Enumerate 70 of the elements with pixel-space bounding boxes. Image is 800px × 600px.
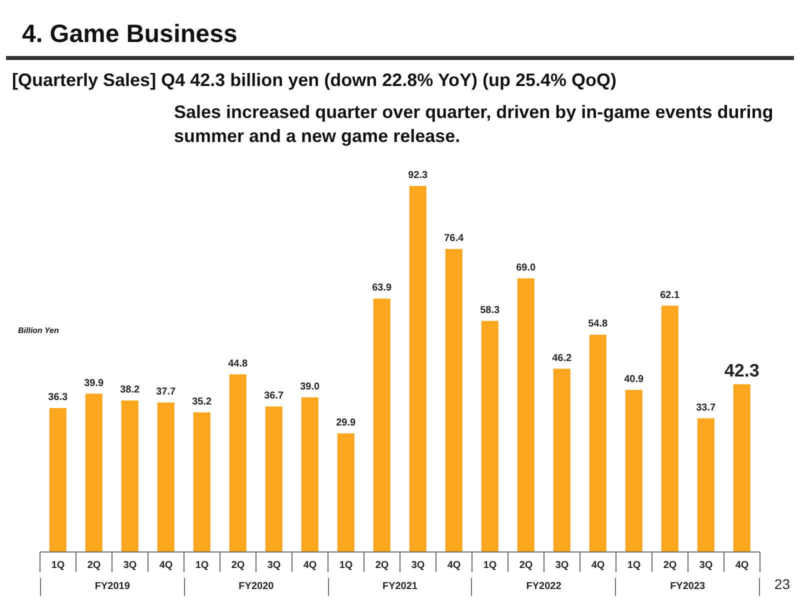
- bar: [229, 374, 246, 552]
- bar: [337, 433, 354, 552]
- x-tick-label: 2Q: [375, 560, 389, 571]
- x-tick-label: 3Q: [411, 560, 425, 571]
- x-tick-label: 3Q: [267, 560, 281, 571]
- x-tick-label: 4Q: [159, 560, 173, 571]
- data-label: 44.8: [228, 358, 248, 370]
- bar: [733, 384, 750, 552]
- x-tick-label: 4Q: [303, 560, 317, 571]
- bar: [589, 334, 606, 552]
- x-tick-label: 4Q: [735, 560, 749, 571]
- data-label: 62.1: [660, 290, 680, 301]
- x-tick-label: 2Q: [519, 560, 533, 571]
- bar: [445, 249, 462, 552]
- text: FY2020: [184, 578, 328, 596]
- x-tick-label: 3Q: [699, 560, 713, 571]
- bar: [265, 406, 282, 552]
- bar: [301, 397, 318, 552]
- x-tick-label: 2Q: [663, 560, 677, 571]
- bar: [625, 390, 642, 552]
- data-label: 63.9: [372, 282, 392, 294]
- x-tick-label: 4Q: [447, 560, 461, 571]
- bar: [49, 408, 66, 552]
- data-label: 38.2: [120, 384, 140, 396]
- data-label: 29.9: [336, 417, 356, 428]
- bar: [517, 278, 534, 552]
- bar: [157, 402, 174, 552]
- x-tick-label: 2Q: [231, 560, 245, 571]
- text: FY2023: [615, 578, 760, 596]
- x-tick-label: 1Q: [195, 560, 209, 571]
- bar: [661, 306, 678, 552]
- data-label: 39.9: [84, 378, 104, 389]
- bar: [373, 298, 390, 552]
- bar: [409, 186, 426, 552]
- data-label: 33.7: [696, 402, 716, 414]
- text: FY2022: [471, 578, 616, 596]
- text: FY2021: [328, 578, 472, 596]
- bar: [121, 400, 138, 552]
- x-tick-label: 2Q: [87, 560, 101, 571]
- chart-subtitle: [Quarterly Sales] Q4 42.3 billion yen (down 22.8% YoY) (up 25.4% QoQ): [12, 70, 616, 91]
- data-label: 46.2: [552, 352, 572, 364]
- text: Sales increased quarter over quarter, driven by in-game events during summer and a new game release.: [174, 101, 774, 148]
- data-label: 76.4: [444, 233, 464, 244]
- text: 23: [774, 576, 790, 592]
- data-label: 42.3: [724, 360, 760, 380]
- data-label: 36.3: [48, 392, 68, 404]
- data-label: 37.7: [156, 386, 176, 398]
- data-label: 92.3: [408, 170, 428, 181]
- data-label: 36.7: [264, 390, 284, 402]
- x-tick-label: 1Q: [339, 560, 353, 571]
- y-axis-title: Billion Yen: [18, 326, 59, 335]
- x-tick-label: 1Q: [51, 560, 65, 571]
- chart-title: 4. Game Business: [22, 20, 238, 49]
- data-label: 54.8: [588, 318, 608, 330]
- data-label: 39.0: [300, 381, 320, 392]
- text: FY2019: [40, 578, 184, 596]
- bar: [481, 320, 498, 552]
- x-tick-label: 3Q: [123, 560, 137, 571]
- x-tick-label: 3Q: [555, 560, 569, 571]
- x-tick-label: 4Q: [591, 560, 605, 571]
- bar: [697, 418, 714, 552]
- data-label: 40.9: [624, 374, 644, 385]
- x-tick-label: 1Q: [627, 560, 641, 571]
- bar: [85, 394, 102, 552]
- data-label: 69.0: [516, 262, 536, 274]
- data-label: 58.3: [480, 304, 500, 316]
- x-tick-label: 1Q: [483, 560, 497, 571]
- bar: [553, 368, 570, 552]
- bar: [193, 412, 210, 552]
- data-label: 35.2: [192, 396, 212, 408]
